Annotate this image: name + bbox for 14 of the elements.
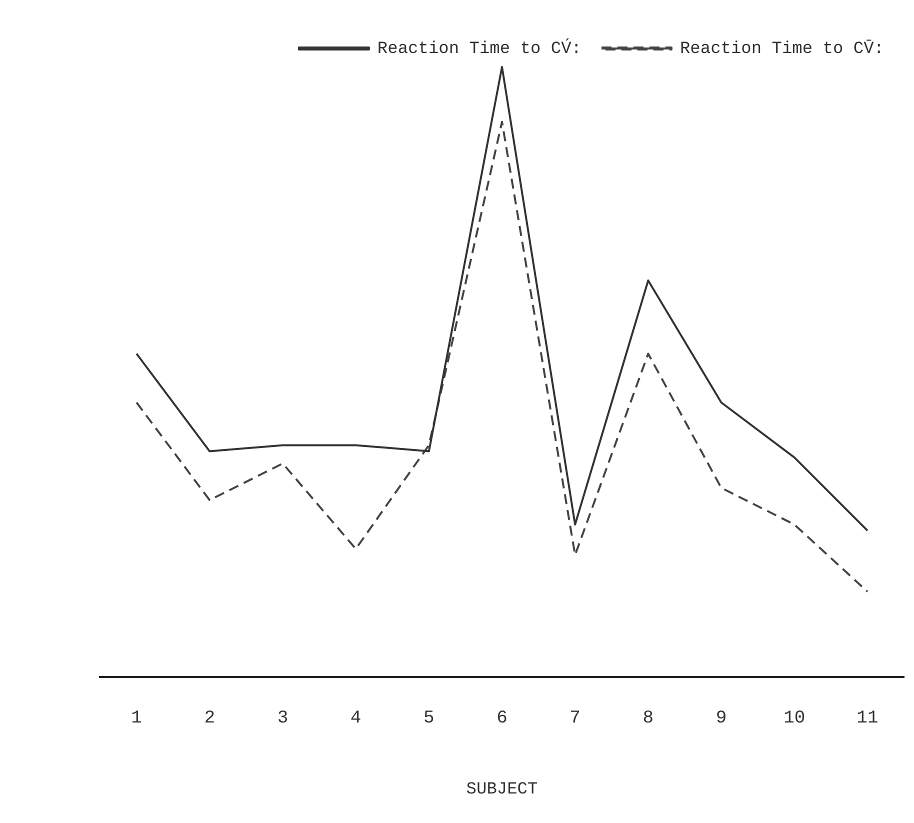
x-tick-label: 9 bbox=[716, 708, 727, 729]
x-tick-label: 11 bbox=[856, 708, 878, 729]
legend-label: Reaction Time to CV́: bbox=[377, 37, 582, 59]
x-axis-title: SUBJECT bbox=[466, 780, 538, 800]
x-tick-label: 8 bbox=[642, 708, 654, 729]
x-tick-label: 7 bbox=[570, 708, 580, 729]
x-tick-label: 4 bbox=[350, 708, 362, 729]
x-tick-label: 6 bbox=[496, 708, 508, 729]
x-tick-label: 10 bbox=[784, 708, 806, 729]
x-tick-label: 1 bbox=[131, 708, 142, 729]
x-tick-label: 3 bbox=[277, 708, 288, 729]
x-tick-label: 2 bbox=[204, 708, 216, 729]
x-tick-label: 5 bbox=[424, 708, 434, 729]
legend-label: Reaction Time to CV̄: bbox=[680, 38, 884, 59]
